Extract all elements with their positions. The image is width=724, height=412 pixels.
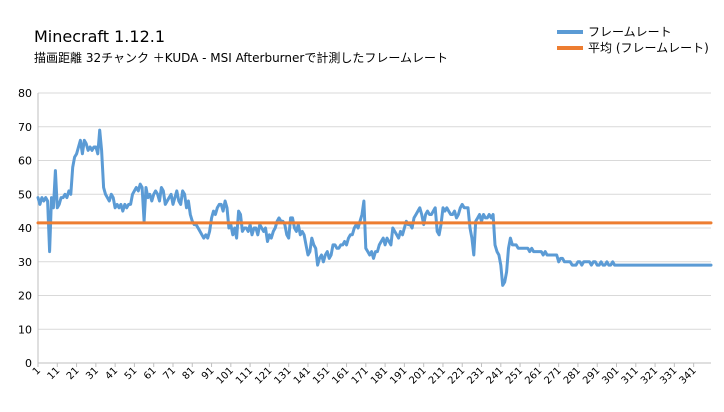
chart-subtitle: 描画距離 32チャンク ＋KUDA - MSI Afterburnerで計測した… — [34, 50, 448, 65]
x-tick-label: 191 — [388, 365, 409, 386]
x-tick-label: 61 — [142, 365, 159, 382]
y-tick-label: 70 — [18, 121, 32, 134]
y-tick-label: 0 — [25, 357, 32, 370]
x-tick-label: 101 — [215, 365, 236, 386]
x-tick-label: 341 — [677, 365, 698, 386]
y-tick-label: 30 — [18, 256, 32, 269]
x-tick-label: 331 — [658, 365, 679, 386]
x-tick-label: 181 — [369, 365, 390, 386]
x-tick-label: 261 — [523, 365, 544, 386]
y-tick-label: 20 — [18, 290, 32, 303]
x-tick-labels: 1 11 21 31 41 51 61 71 81 91101111121131141151161… — [31, 365, 699, 386]
x-tick-label: 141 — [292, 365, 313, 386]
legend-label-1: フレームレート — [588, 25, 672, 39]
x-tick-label: 211 — [427, 365, 448, 386]
x-tick-label: 121 — [253, 365, 274, 386]
x-tick-label: 151 — [311, 365, 332, 386]
x-tick-label: 271 — [543, 365, 564, 386]
x-tick-label: 291 — [581, 365, 602, 386]
x-tick-label: 11 — [46, 365, 63, 382]
chart-title: Minecraft 1.12.1 — [34, 27, 165, 46]
x-tick-label: 71 — [161, 365, 178, 382]
y-tick-label: 50 — [18, 188, 32, 201]
series-line-1 — [36, 128, 713, 287]
x-tick-label: 51 — [123, 365, 140, 382]
y-tick-label: 80 — [18, 87, 32, 100]
x-tick-label: 131 — [273, 365, 294, 386]
x-tick-label: 21 — [65, 365, 82, 382]
x-tick-label: 171 — [350, 365, 371, 386]
x-tick-label: 281 — [562, 365, 583, 386]
x-tick-label: 241 — [485, 365, 506, 386]
x-tick-label: 251 — [504, 365, 525, 386]
x-tick-label: 1 — [31, 365, 43, 377]
legend-label-2: 平均 (フレームレート) — [588, 41, 709, 55]
x-tick-label: 31 — [84, 365, 101, 382]
x-tick-label: 301 — [600, 365, 621, 386]
y-tick-label: 60 — [18, 155, 32, 168]
x-tick-label: 221 — [446, 365, 467, 386]
x-tick-label: 231 — [465, 365, 486, 386]
axes — [37, 93, 711, 367]
x-tick-label: 201 — [408, 365, 429, 386]
y-tick-labels: 0 10 20 30 40 50 60 70 80 — [18, 87, 32, 370]
x-tick-label: 111 — [234, 365, 255, 386]
y-tick-label: 10 — [18, 323, 32, 336]
x-tick-label: 81 — [181, 365, 198, 382]
series-lines — [36, 128, 713, 287]
x-tick-label: 321 — [639, 365, 660, 386]
x-tick-label: 41 — [103, 365, 120, 382]
y-tick-label: 40 — [18, 222, 32, 235]
x-tick-label: 161 — [330, 365, 351, 386]
x-tick-label: 311 — [620, 365, 641, 386]
gridlines — [38, 92, 711, 330]
